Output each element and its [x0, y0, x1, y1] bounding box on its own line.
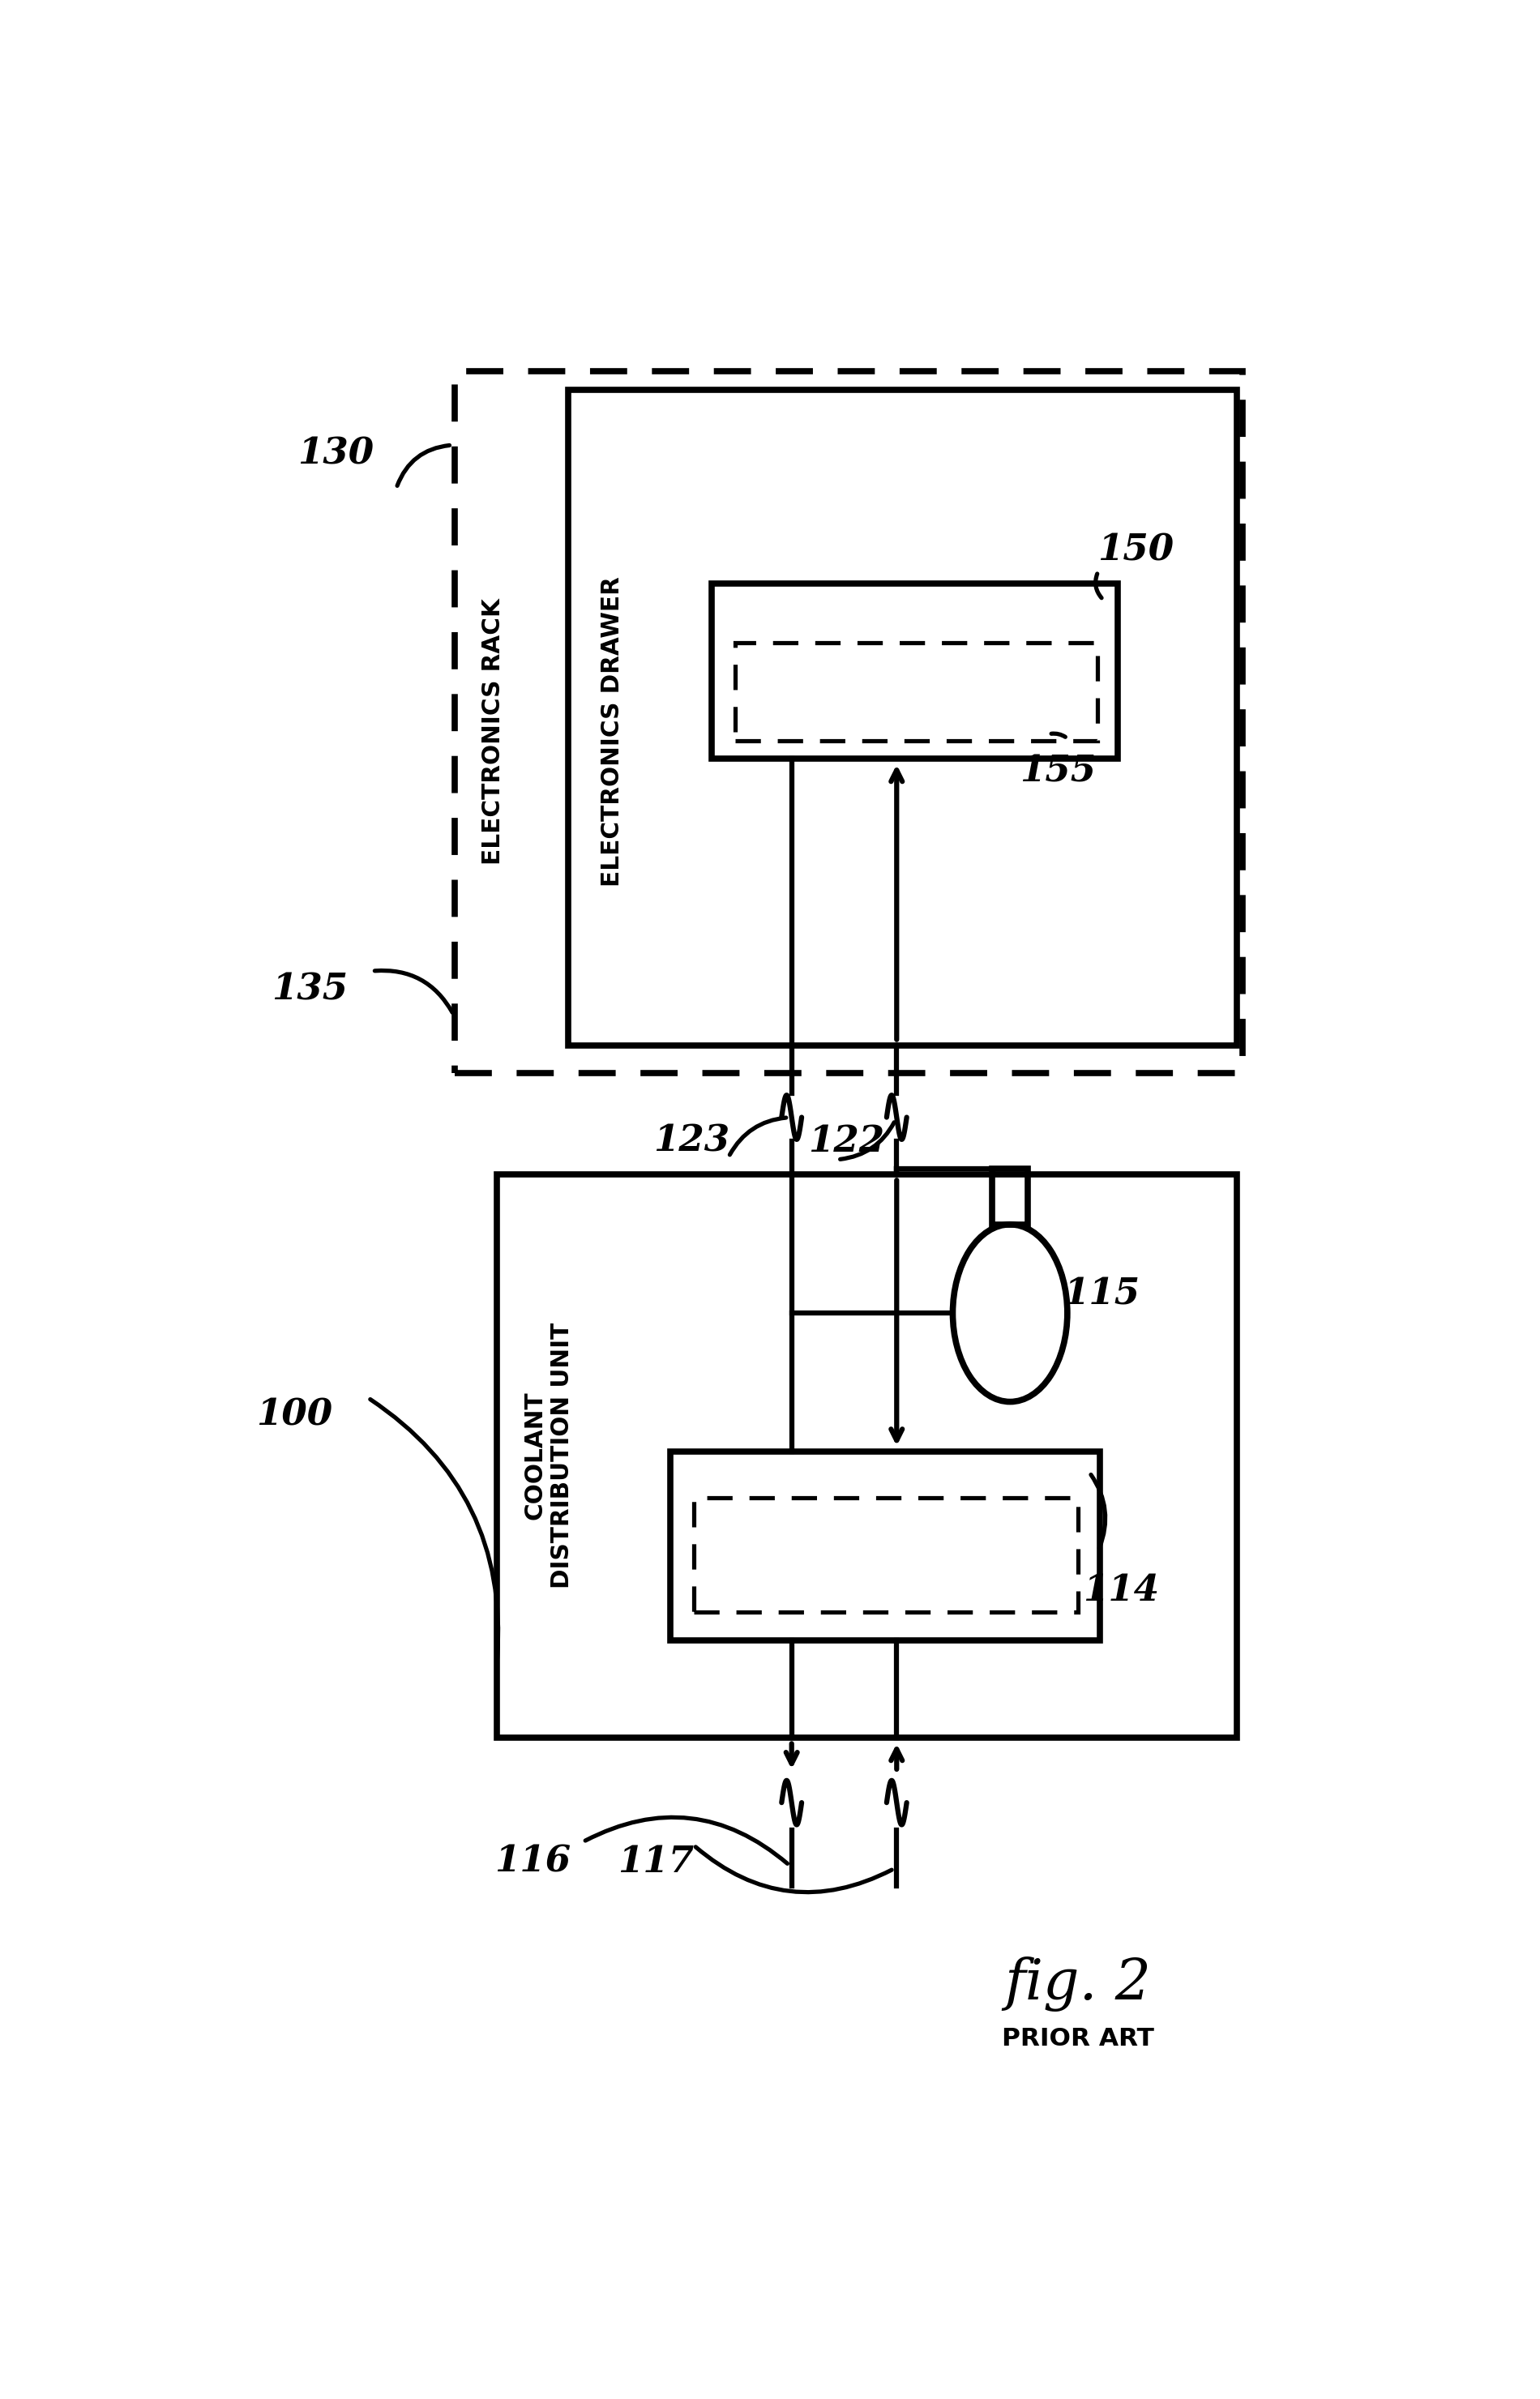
Text: COOLANT
DISTRIBUTION UNIT: COOLANT DISTRIBUTION UNIT: [522, 1322, 573, 1588]
Text: 130: 130: [297, 437, 374, 473]
Text: 123: 123: [653, 1123, 730, 1159]
Text: ELECTRONICS RACK: ELECTRONICS RACK: [482, 597, 505, 864]
Bar: [670, 1451, 1100, 1641]
Text: 155: 155: [1019, 753, 1096, 789]
Text: 122: 122: [808, 1123, 884, 1159]
Text: 116: 116: [494, 1845, 571, 1878]
Text: fig. 2: fig. 2: [1004, 1955, 1150, 2010]
Text: 100: 100: [256, 1396, 333, 1432]
Text: ELECTRONICS DRAWER: ELECTRONICS DRAWER: [601, 576, 624, 885]
Text: PRIOR ART: PRIOR ART: [1003, 2027, 1153, 2051]
Bar: [992, 1168, 1029, 1223]
Text: 114: 114: [1083, 1574, 1160, 1607]
Bar: [736, 643, 1096, 741]
Bar: [693, 1497, 1078, 1612]
Text: 150: 150: [1096, 533, 1173, 569]
Text: 135: 135: [271, 972, 348, 1008]
Text: 115: 115: [1064, 1276, 1140, 1312]
Bar: [711, 583, 1118, 758]
Bar: [568, 389, 1237, 1046]
Text: 117: 117: [618, 1845, 693, 1878]
Bar: [456, 372, 1243, 1072]
Bar: [497, 1176, 1237, 1737]
